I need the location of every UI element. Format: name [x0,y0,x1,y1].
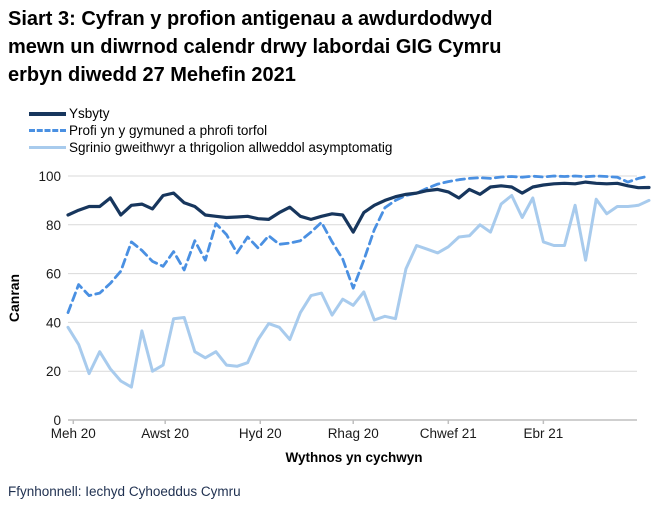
y-tick-label-40: 40 [46,315,61,330]
legend-line-solid-lightblue-icon [29,146,66,149]
x-axis-label: Wythnos yn cychwyn [285,450,423,465]
x-tick-label-4: Chwef 21 [420,426,477,441]
legend-item-profi-cymuned: Profi yn y gymuned a phrofi torfol [29,122,392,139]
x-tick-label-3: Rhag 20 [328,426,379,441]
legend-label-ysbyty: Ysbyty [69,106,110,121]
legend-label-profi-cymuned: Profi yn y gymuned a phrofi torfol [69,123,268,138]
y-tick-label-0: 0 [53,413,61,428]
legend-item-sgrinio: Sgrinio gweithwyr a thrigolion allweddol… [29,139,392,156]
legend-line-solid-navy-icon [29,111,66,116]
title-line-3: erbyn diwedd 27 Mehefin 2021 [8,64,296,86]
y-tick-label-60: 60 [46,267,61,282]
source-note: Ffynhonnell: Iechyd Cyhoeddus Cymru [8,484,241,499]
legend-label-sgrinio: Sgrinio gweithwyr a thrigolion allweddol… [69,140,393,155]
x-tick-label-5: Ebr 21 [523,426,563,441]
title-line-1: Siart 3: Cyfran y profion antigenau a aw… [8,8,493,30]
y-axis-label: Canran [6,273,22,323]
series-line-ysbyty [66,180,651,234]
x-tick-label-0: Meh 20 [51,426,96,441]
legend: Ysbyty Profi yn y gymuned a phrofi torfo… [29,105,392,156]
x-tick-label-1: Awst 20 [141,426,189,441]
y-tick-label-20: 20 [46,364,61,379]
series-line-sgrinio [66,194,651,389]
title-line-2: mewn un diwrnod calendr drwy labordai GI… [8,36,502,58]
x-tick-label-2: Hyd 20 [239,426,282,441]
y-tick-label-100: 100 [38,169,61,184]
y-tick-label-80: 80 [46,218,61,233]
series-line-profi-cymuned [66,174,651,315]
legend-line-dashed-blue-icon [29,129,66,132]
legend-item-ysbyty: Ysbyty [29,105,392,122]
